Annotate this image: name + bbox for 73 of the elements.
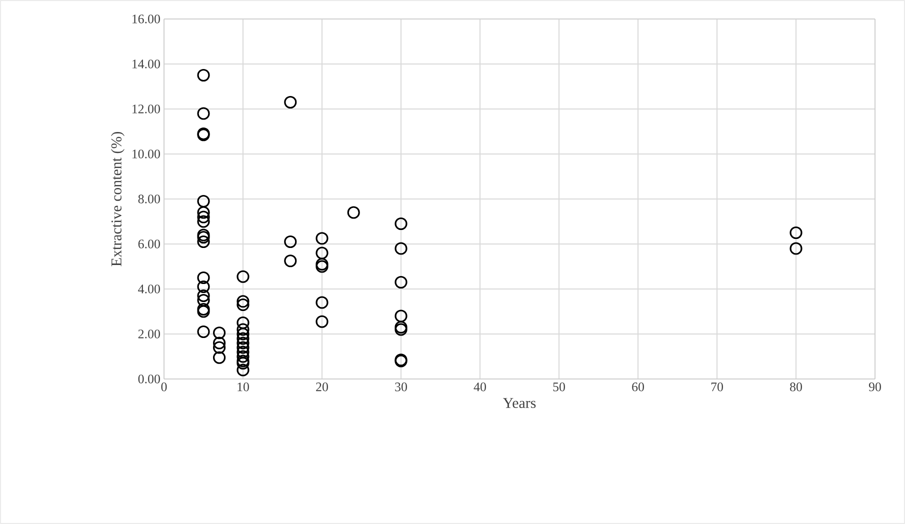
point xyxy=(236,316,250,330)
point xyxy=(197,230,210,244)
point xyxy=(197,228,210,242)
point xyxy=(213,336,226,350)
x-tick-label: 80 xyxy=(790,382,802,392)
point xyxy=(394,276,408,289)
point xyxy=(213,326,226,340)
point xyxy=(316,260,328,273)
point xyxy=(197,68,210,82)
point xyxy=(284,96,297,109)
point xyxy=(197,305,210,318)
point xyxy=(316,246,328,260)
point xyxy=(316,315,328,328)
point xyxy=(236,336,250,350)
point xyxy=(284,235,297,248)
point xyxy=(236,341,250,354)
point xyxy=(236,332,250,345)
point xyxy=(316,296,328,309)
x-tick-label: 40 xyxy=(474,382,486,392)
point xyxy=(197,302,210,316)
point xyxy=(197,294,210,307)
x-tick-label: 0 xyxy=(161,382,167,392)
y-tick-label: 8.00 xyxy=(138,194,160,204)
point xyxy=(394,310,408,322)
point xyxy=(316,258,328,271)
point xyxy=(394,323,408,336)
point xyxy=(394,320,408,334)
x-axis-title: Years xyxy=(502,398,536,408)
point xyxy=(197,271,210,284)
y-tick-label: 16.00 xyxy=(132,14,160,24)
y-tick-label: 2.00 xyxy=(138,330,160,338)
y-tick-label: 4.00 xyxy=(138,284,160,294)
point xyxy=(236,354,250,368)
point xyxy=(236,270,250,283)
point xyxy=(394,217,408,230)
x-tick-label: 50 xyxy=(553,382,565,392)
x-tick-label: 60 xyxy=(632,382,644,392)
point xyxy=(197,206,210,219)
y-tick-label: 10.00 xyxy=(132,150,160,158)
point xyxy=(197,194,210,208)
point xyxy=(236,356,250,370)
x-tick-label: 30 xyxy=(395,382,407,392)
point xyxy=(790,242,802,255)
point xyxy=(197,325,210,338)
point xyxy=(236,350,250,363)
point xyxy=(236,346,250,358)
x-tick-label: 10 xyxy=(238,382,249,392)
point xyxy=(394,242,408,255)
point xyxy=(197,289,210,302)
x-tick-label: 70 xyxy=(711,382,723,392)
point xyxy=(284,254,297,268)
y-axis-title: Extractive content (%) xyxy=(110,132,125,266)
point xyxy=(213,341,226,354)
x-tick-label: 20 xyxy=(316,382,328,392)
point xyxy=(236,295,250,308)
y-tick-label: 6.00 xyxy=(138,240,160,248)
point xyxy=(347,206,360,219)
point xyxy=(197,235,210,248)
y-tick-label: 12.00 xyxy=(132,104,160,114)
point xyxy=(316,232,328,245)
point xyxy=(236,323,250,336)
point xyxy=(236,364,250,376)
point xyxy=(236,328,250,340)
point xyxy=(197,210,210,224)
y-tick-label: 14.00 xyxy=(132,60,160,68)
y-tick-label: 0.00 xyxy=(138,374,160,384)
point xyxy=(236,298,250,312)
point xyxy=(197,107,210,120)
point xyxy=(790,226,802,240)
point xyxy=(197,280,210,294)
x-tick-label: 90 xyxy=(868,382,881,392)
point xyxy=(213,351,226,364)
point xyxy=(197,215,210,228)
